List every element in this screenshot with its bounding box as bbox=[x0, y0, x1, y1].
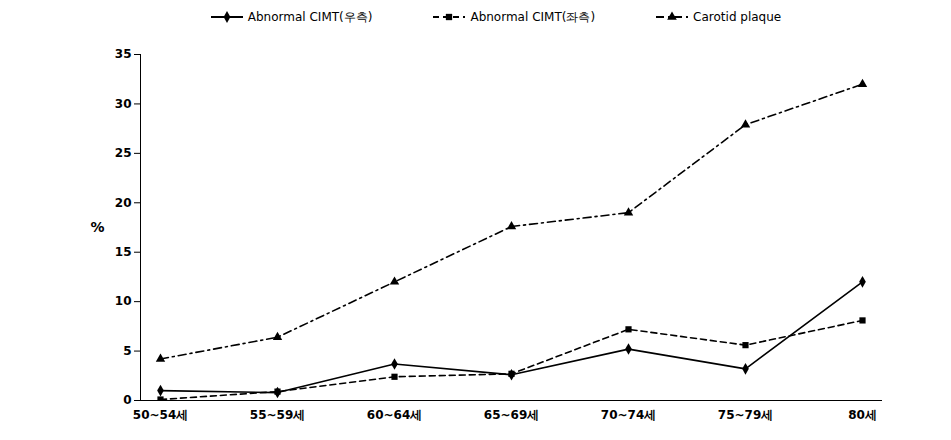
svg-text:50~54세: 50~54세 bbox=[133, 408, 188, 422]
svg-text:%: % bbox=[91, 219, 105, 235]
html-text:Abnormal CIMT(좌측): Abnormal CIMT(좌측) bbox=[470, 9, 596, 24]
svg-text:80세: 80세 bbox=[848, 408, 877, 422]
svg-text:65~69세: 65~69세 bbox=[484, 408, 539, 422]
svg-text:60~64세: 60~64세 bbox=[367, 408, 422, 422]
svg-text:0: 0 bbox=[123, 393, 131, 407]
svg-text:35: 35 bbox=[115, 47, 132, 61]
svg-text:55~59세: 55~59세 bbox=[250, 408, 305, 422]
svg-text:20: 20 bbox=[115, 196, 132, 210]
svg-text:70~74세: 70~74세 bbox=[601, 408, 656, 422]
svg-text:30: 30 bbox=[115, 97, 132, 111]
svg-text:10: 10 bbox=[115, 294, 132, 308]
html-text:Carotid plaque: Carotid plaque bbox=[693, 10, 782, 24]
html-text:Abnormal CIMT(우측): Abnormal CIMT(우측) bbox=[247, 9, 373, 24]
svg-text:75~79세: 75~79세 bbox=[718, 408, 773, 422]
svg-text:25: 25 bbox=[115, 146, 132, 160]
svg-text:5: 5 bbox=[123, 344, 131, 358]
svg-text:15: 15 bbox=[115, 245, 132, 259]
